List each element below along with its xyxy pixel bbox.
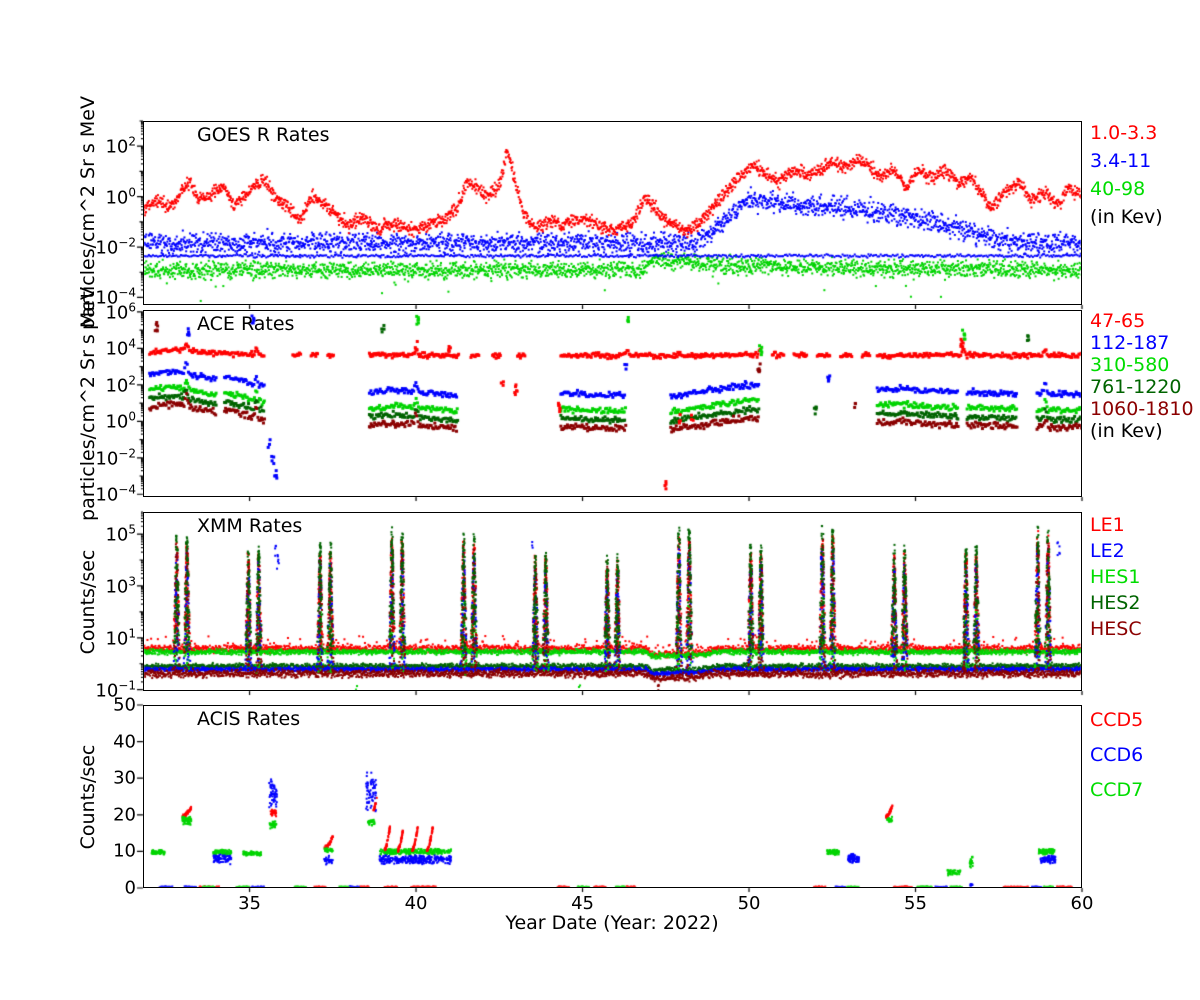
y-tick-label: 10−4 xyxy=(95,285,136,309)
y-tick-label: 20 xyxy=(113,804,136,826)
x-axis-label: Year Date (Year: 2022) xyxy=(505,912,719,934)
legend-item-1060-1810: 1060-1810 xyxy=(1090,398,1194,420)
y-tick-label: 10−2 xyxy=(95,235,136,259)
legend-item-47-65: 47-65 xyxy=(1090,310,1146,332)
x-tick-label: 60 xyxy=(1070,893,1094,914)
x-tick-label: 45 xyxy=(571,893,594,914)
legend-item-112-187: 112-187 xyxy=(1090,332,1170,354)
legend-item-1-0-3-3: 1.0-3.3 xyxy=(1090,122,1158,144)
y-tick-label: 40 xyxy=(113,731,136,753)
y-tick-label: 10−1 xyxy=(95,678,136,702)
legend-item-hes1: HES1 xyxy=(1090,566,1141,588)
y-tick-label: 100 xyxy=(105,185,136,209)
y-tick-label: 10 xyxy=(113,840,136,862)
legend-item-hesc: HESC xyxy=(1090,618,1142,640)
legend-item--in-kev-: (in Kev) xyxy=(1090,420,1163,442)
y-tick-label: 102 xyxy=(105,134,136,158)
y-tick-label: 105 xyxy=(105,522,136,546)
panel-xmm-rates-frame xyxy=(143,512,1082,691)
legend-item--in-kev-: (in Kev) xyxy=(1090,206,1163,228)
legend-item-ccd5: CCD5 xyxy=(1090,709,1144,731)
y-tick-label: 0 xyxy=(124,877,136,899)
y-tick-label: 101 xyxy=(105,626,136,650)
y-tick-label: 104 xyxy=(105,336,136,360)
legend-item-310-580: 310-580 xyxy=(1090,354,1170,376)
y-tick-label: 103 xyxy=(105,574,136,598)
legend-item-ccd7: CCD7 xyxy=(1090,779,1144,801)
y-tick-label: 100 xyxy=(105,409,136,433)
y-tick-label: 10−2 xyxy=(95,446,136,470)
x-tick-label: 40 xyxy=(404,893,428,914)
y-tick-label: 10−4 xyxy=(95,482,136,506)
x-tick-label: 50 xyxy=(737,893,761,914)
panel-ace-rates-frame xyxy=(143,310,1082,497)
panel-acis-rates-frame xyxy=(143,705,1082,888)
legend-item-hes2: HES2 xyxy=(1090,592,1141,614)
legend-item-ccd6: CCD6 xyxy=(1090,744,1144,766)
y-tick-label: 50 xyxy=(113,694,136,716)
legend-item-3-4-11: 3.4-11 xyxy=(1090,150,1152,172)
x-tick-label: 55 xyxy=(904,893,927,914)
legend-item-le2: LE2 xyxy=(1090,540,1125,562)
panel-title: GOES R Rates xyxy=(197,124,330,146)
y-tick-label: 106 xyxy=(105,300,136,324)
y-axis-label: Counts/sec xyxy=(77,549,99,654)
y-tick-label: 30 xyxy=(113,767,136,789)
panel-title: XMM Rates xyxy=(197,515,303,537)
legend-item-le1: LE1 xyxy=(1090,514,1125,536)
y-axis-label: Counts/sec xyxy=(77,744,99,849)
panel-goes-r-rates-frame xyxy=(143,121,1082,305)
panel-title: ACE Rates xyxy=(197,313,295,335)
panel-title: ACIS Rates xyxy=(197,708,301,730)
legend-item-761-1220: 761-1220 xyxy=(1090,376,1182,398)
legend-item-40-98: 40-98 xyxy=(1090,178,1146,200)
y-tick-label: 102 xyxy=(105,373,136,397)
x-tick-label: 35 xyxy=(238,893,261,914)
